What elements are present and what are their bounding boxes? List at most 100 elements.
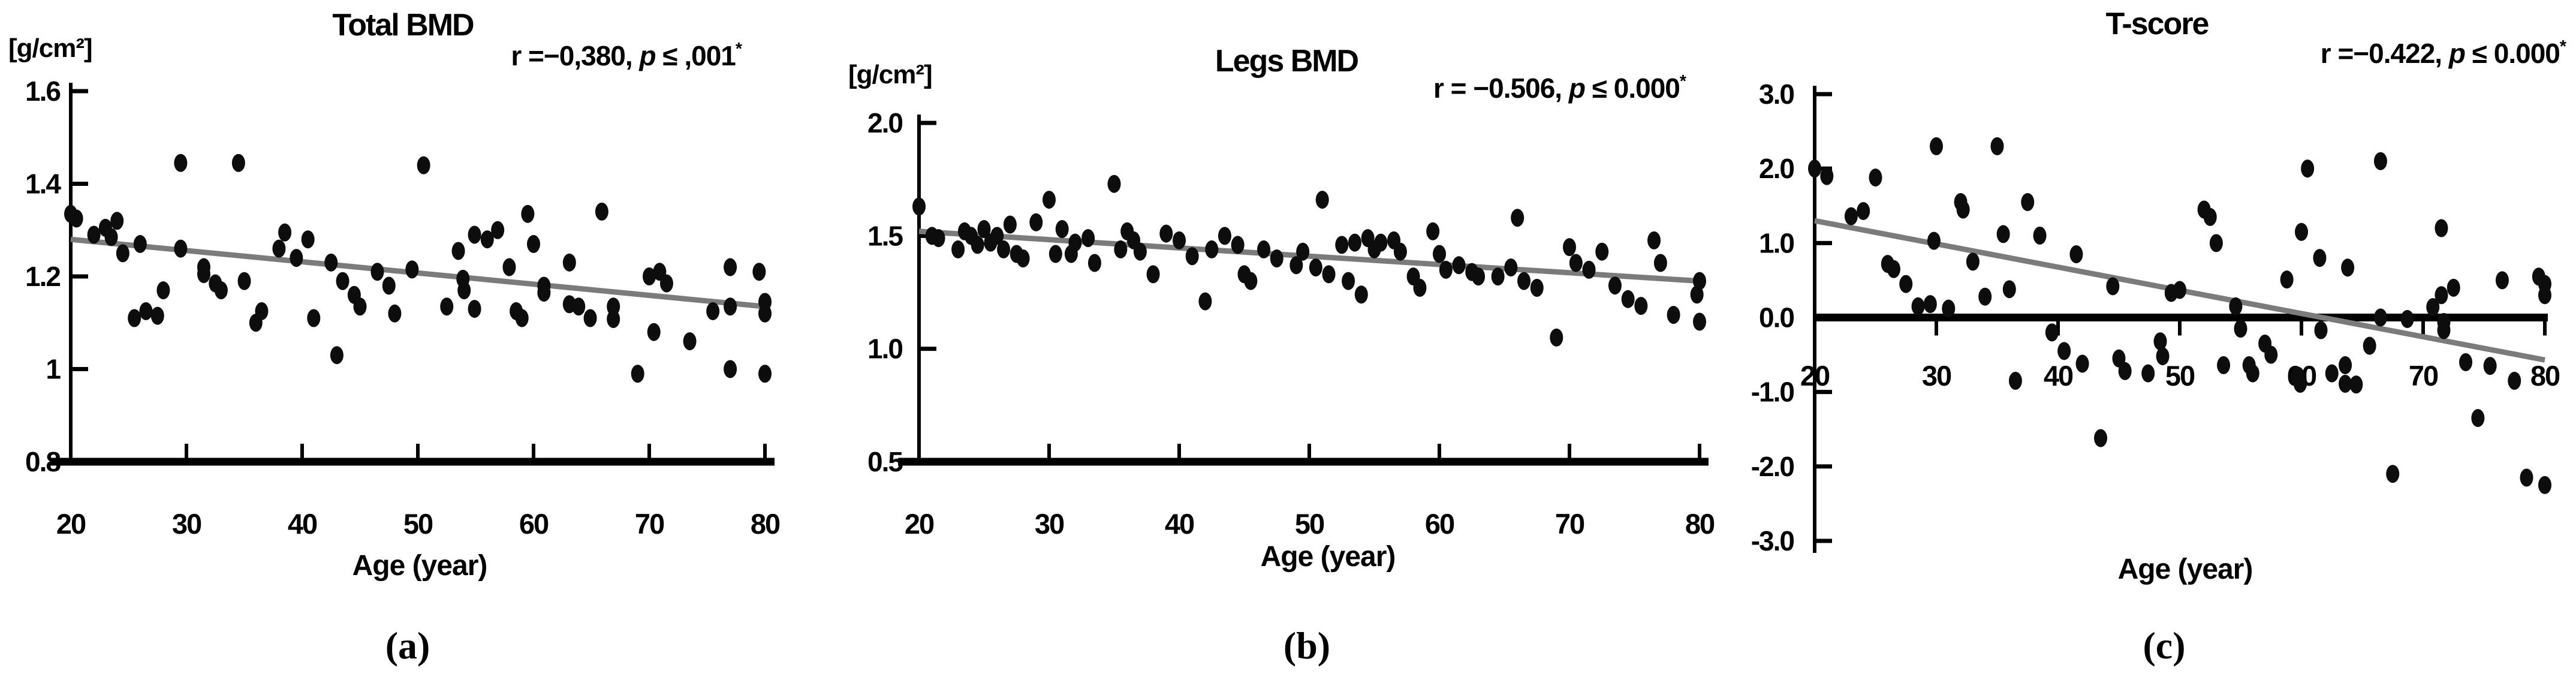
- panel-a-x-axis-label: Age (year): [352, 550, 488, 582]
- x-tick: [1307, 444, 1311, 458]
- x-tick: [1568, 444, 1571, 458]
- p-symbol: p: [639, 40, 656, 71]
- x-tick-label: 20: [1800, 360, 1830, 392]
- data-point: [1452, 256, 1466, 275]
- y-tick: [69, 182, 88, 186]
- data-point: [1899, 275, 1913, 293]
- data-point: [174, 154, 188, 172]
- x-tick: [763, 444, 767, 458]
- y-axis-line: [917, 115, 921, 465]
- data-point: [1930, 137, 1943, 155]
- y-axis-line: [69, 83, 73, 465]
- data-point: [595, 202, 608, 221]
- data-point: [1231, 236, 1245, 254]
- x-tick: [532, 444, 535, 458]
- data-point: [2314, 321, 2328, 339]
- data-point: [1342, 272, 1355, 290]
- data-point: [1244, 272, 1258, 290]
- scatter-points: [1808, 137, 2551, 494]
- data-point: [2153, 332, 2167, 351]
- data-point: [643, 267, 656, 285]
- data-point: [1087, 254, 1101, 272]
- x-tick: [1047, 444, 1051, 458]
- data-point: [2033, 226, 2047, 245]
- data-point: [502, 258, 516, 276]
- r-value-text: r =−0,380,: [511, 40, 640, 71]
- data-point: [1185, 247, 1199, 266]
- x-axis-line: [50, 458, 775, 466]
- x-tick-label: 40: [288, 508, 317, 540]
- data-point: [2301, 160, 2315, 178]
- y-tick-label: 1.4: [25, 169, 61, 200]
- data-point: [1887, 260, 1900, 278]
- data-point: [2075, 354, 2089, 373]
- data-point: [2508, 372, 2521, 390]
- data-point: [758, 304, 772, 323]
- data-point: [468, 300, 481, 318]
- data-point: [2471, 409, 2485, 428]
- data-point: [382, 276, 396, 295]
- data-point: [2373, 308, 2387, 327]
- data-point: [1511, 209, 1524, 227]
- data-point: [156, 281, 170, 300]
- data-point: [631, 365, 644, 383]
- data-point: [1820, 167, 1834, 185]
- panel-a-correlation-annotation: r =−0,380, p ≤ ,001*: [511, 40, 742, 72]
- r-value-text: r = −0.506,: [1433, 73, 1569, 104]
- data-point: [752, 263, 766, 281]
- data-point: [1049, 245, 1062, 263]
- x-tick: [416, 444, 420, 458]
- data-point: [2069, 245, 2083, 263]
- data-point: [1159, 224, 1173, 243]
- data-point: [1550, 328, 1563, 347]
- data-point: [1068, 233, 1082, 252]
- data-point: [527, 234, 540, 253]
- data-point: [290, 249, 303, 267]
- data-point: [417, 156, 430, 174]
- x-tick-label: 70: [2409, 360, 2438, 392]
- data-point: [706, 302, 720, 320]
- panel-a-y-unit-label: [g/cm²]: [8, 34, 93, 63]
- data-point: [2339, 356, 2352, 374]
- data-point: [457, 281, 471, 300]
- data-point: [990, 227, 1004, 245]
- data-point: [440, 297, 454, 316]
- data-point: [2339, 375, 2352, 393]
- p-value-text: ≤ ,001: [655, 40, 736, 71]
- data-point: [2002, 280, 2016, 299]
- y-tick-label: 1.2: [25, 261, 60, 292]
- data-point: [2363, 336, 2376, 355]
- data-point: [1927, 231, 1941, 250]
- data-point: [307, 309, 321, 327]
- x-tick-label: 30: [172, 508, 201, 540]
- data-point: [2094, 429, 2108, 447]
- data-point: [1990, 137, 2004, 155]
- data-point: [2313, 249, 2327, 267]
- data-point: [1413, 278, 1427, 297]
- p-symbol: p: [1568, 73, 1586, 104]
- data-point: [2495, 271, 2509, 290]
- y-tick-label: 3.0: [1759, 79, 1794, 110]
- data-point: [324, 253, 338, 272]
- x-tick: [1438, 444, 1441, 458]
- r-value-text: r =−0.422,: [2320, 38, 2449, 69]
- y-tick-label: 0.5: [867, 446, 903, 477]
- x-tick: [2056, 321, 2060, 336]
- x-axis-line: [1813, 314, 2548, 321]
- data-point: [1582, 260, 1596, 279]
- data-point: [336, 272, 350, 290]
- data-point: [1693, 312, 1706, 331]
- x-tick: [1935, 321, 1938, 336]
- data-point: [2341, 258, 2355, 277]
- y-tick-label: 2.0: [867, 107, 902, 139]
- data-point: [70, 209, 83, 228]
- panel-b-correlation-annotation: r = −0.506, p ≤ 0.000*: [1433, 72, 1686, 104]
- x-tick-label: 80: [751, 508, 780, 540]
- data-point: [2229, 297, 2243, 315]
- data-point: [1218, 227, 1231, 245]
- x-tick-label: 50: [1295, 508, 1324, 540]
- data-point: [1439, 260, 1453, 279]
- p-symbol: p: [2448, 38, 2466, 69]
